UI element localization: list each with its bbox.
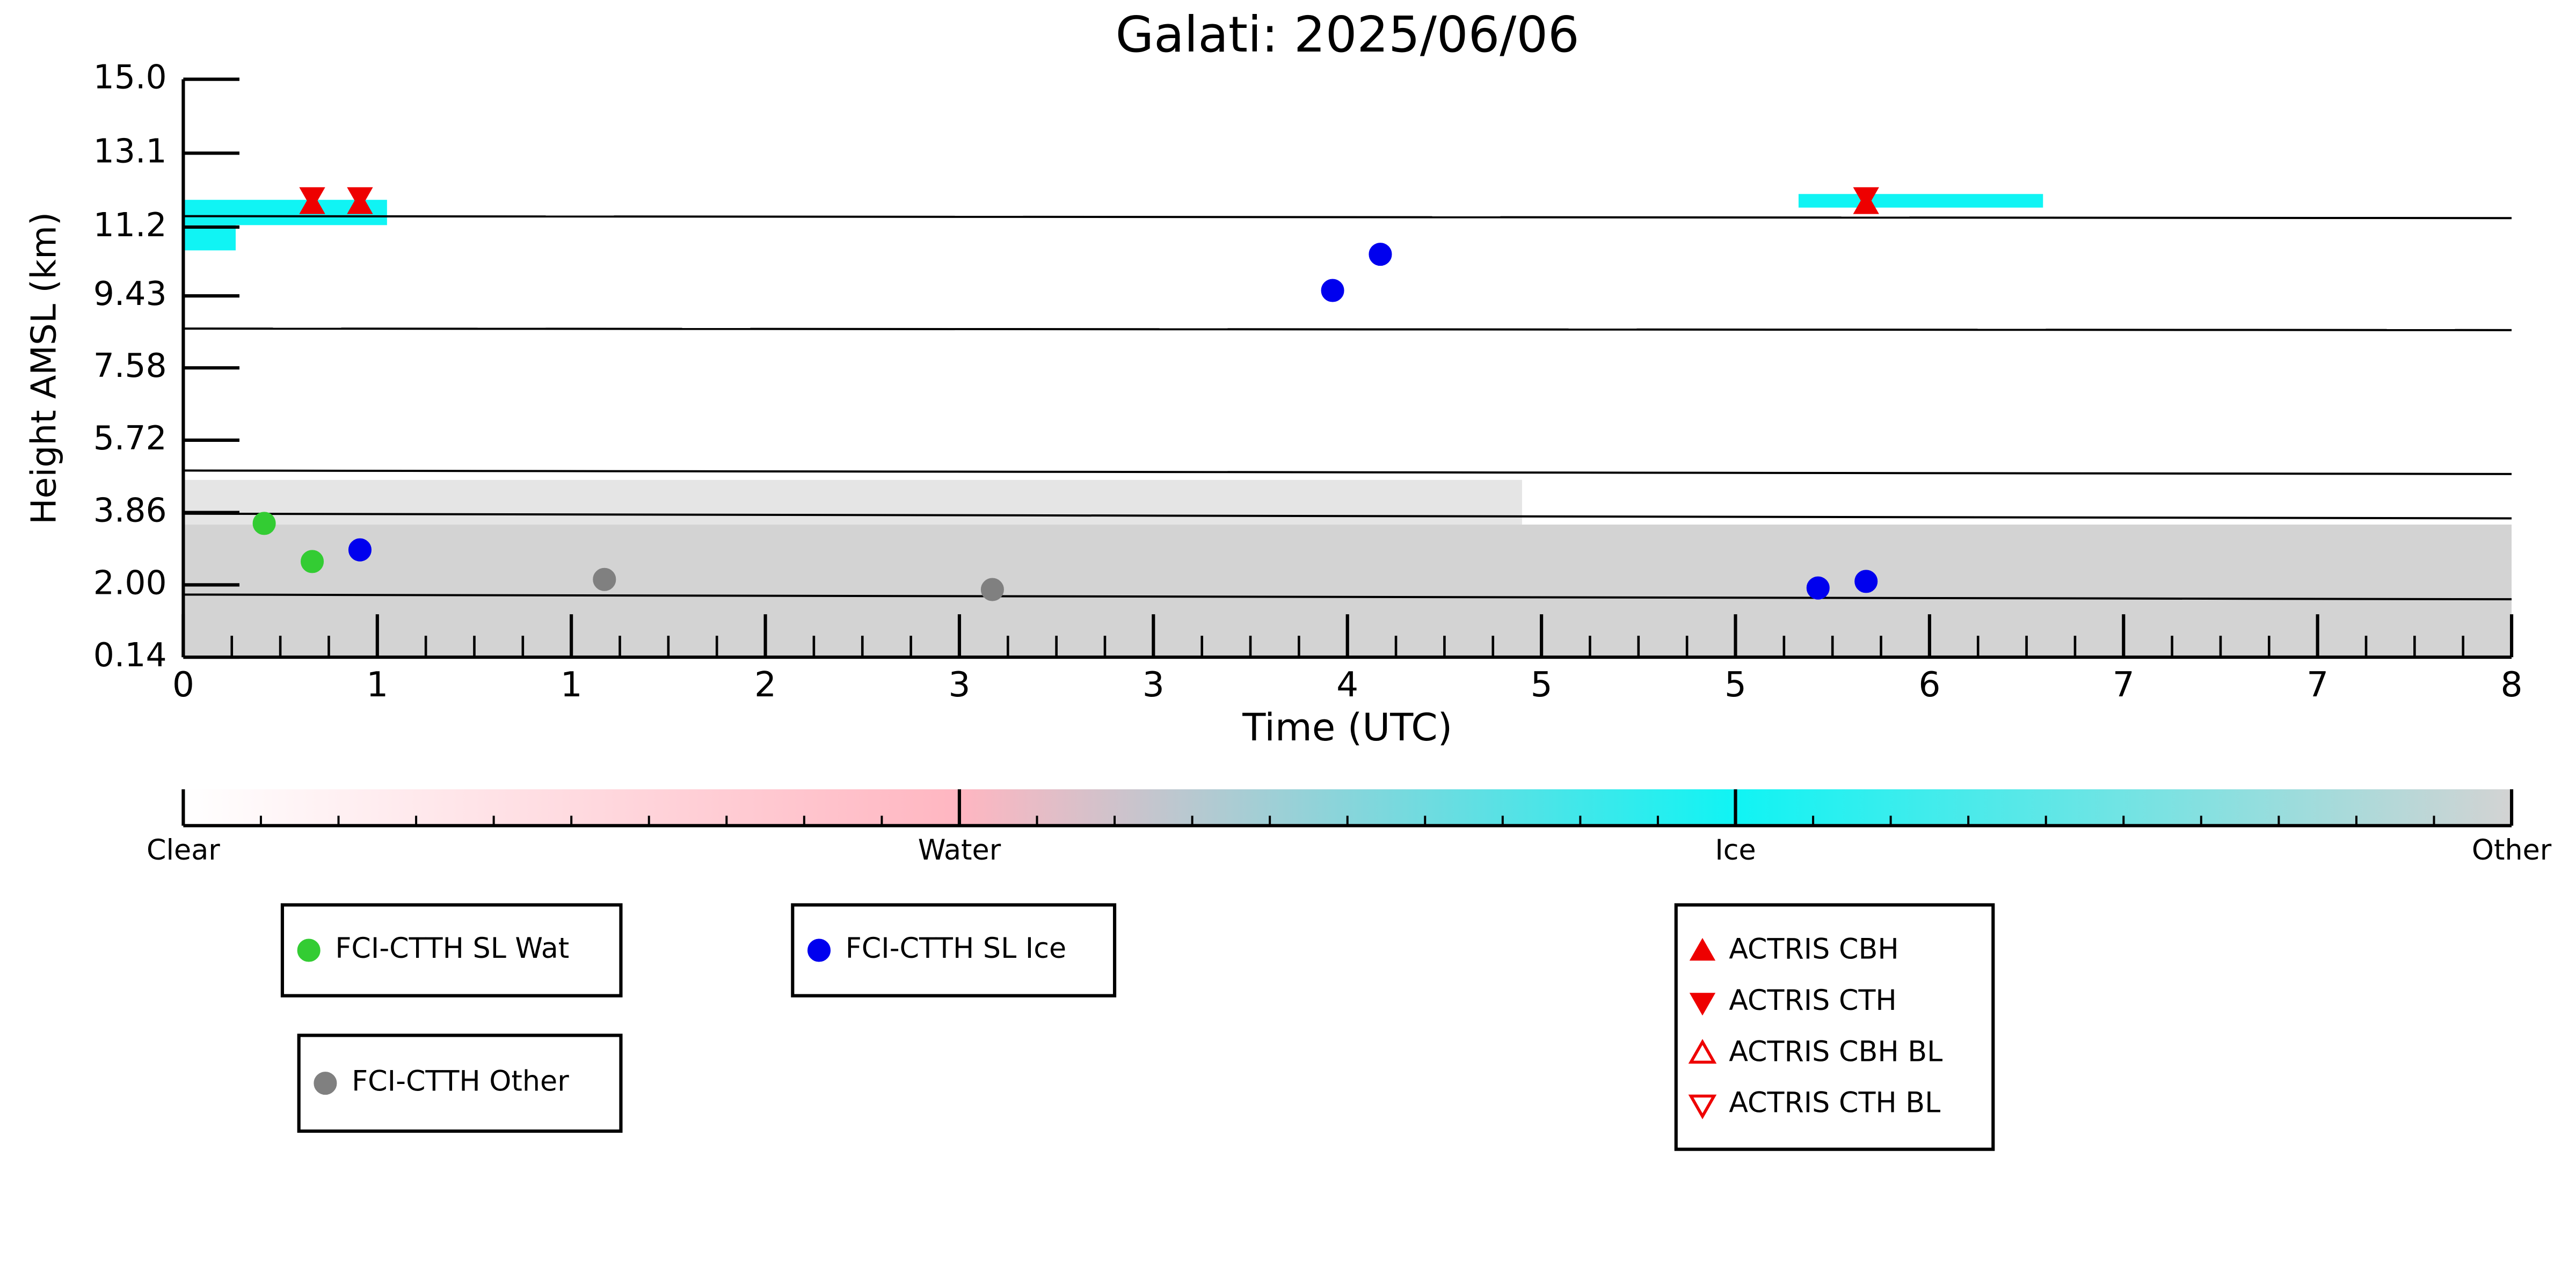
- x-tick-label: 3: [948, 665, 970, 705]
- classification-region: [183, 225, 236, 251]
- data-point: [299, 187, 325, 210]
- x-tick-label: 3: [1143, 665, 1165, 705]
- y-tick-label: 0.14: [93, 636, 167, 674]
- data-point: [348, 538, 372, 562]
- data-point: [347, 187, 373, 210]
- legend-marker: [807, 938, 831, 962]
- x-axis-label: Time (UTC): [1242, 705, 1452, 749]
- legend-marker: [314, 1072, 337, 1095]
- data-point: [1369, 243, 1392, 266]
- legend-marker: [1688, 1039, 1717, 1064]
- reference-line: [183, 327, 2512, 331]
- colorbar-label: Clear: [147, 834, 220, 867]
- legend-label: ACTRIS CTH: [1729, 984, 1897, 1017]
- x-tick-label: 1: [561, 665, 583, 705]
- legend-marker: [297, 938, 321, 962]
- data-point: [593, 567, 616, 591]
- legend-box: [297, 1034, 623, 1133]
- colorbar-label: Water: [918, 834, 1001, 867]
- reference-line: [183, 215, 2512, 220]
- legend-box: [1674, 903, 1995, 1151]
- legend-box: [280, 903, 623, 998]
- classification-region: [183, 479, 1522, 525]
- x-tick-label: 8: [2501, 665, 2523, 705]
- x-tick-label: 4: [1336, 665, 1358, 705]
- legend-label: ACTRIS CBH BL: [1729, 1035, 1942, 1068]
- legend-label: ACTRIS CTH BL: [1729, 1087, 1940, 1119]
- y-tick-label: 7.58: [93, 346, 167, 385]
- data-point: [1854, 570, 1878, 593]
- x-tick-label: 5: [1531, 665, 1553, 705]
- data-point: [252, 512, 276, 535]
- legend-marker: [1689, 993, 1716, 1016]
- reference-line: [183, 512, 2512, 520]
- colorbar-label: Ice: [1715, 834, 1756, 867]
- x-tick-label: 5: [1724, 665, 1747, 705]
- legend-label: FCI-CTTH SL Wat: [335, 932, 569, 965]
- x-tick-label: 0: [172, 665, 194, 705]
- reference-line: [183, 469, 2512, 475]
- y-axis-label: Height AMSL (km): [24, 212, 64, 525]
- data-point: [1321, 279, 1344, 302]
- colorbar-label: Other: [2472, 834, 2552, 867]
- y-tick-label: 9.43: [93, 274, 167, 313]
- legend-marker: [1689, 937, 1716, 961]
- legend-label: ACTRIS CBH: [1729, 933, 1898, 966]
- y-tick-label: 5.72: [93, 419, 167, 457]
- x-tick-label: 2: [754, 665, 776, 705]
- legend-label: FCI-CTTH Other: [352, 1065, 569, 1098]
- data-point: [1806, 576, 1830, 600]
- legend-box: [791, 903, 1117, 998]
- x-tick-label: 7: [2113, 665, 2135, 705]
- y-tick-label: 15.0: [93, 58, 167, 97]
- y-tick-label: 3.86: [93, 491, 167, 530]
- data-point: [301, 550, 324, 573]
- classification-region: [1798, 194, 2043, 208]
- chart-title: Galati: 2025/06/06: [1116, 5, 1580, 63]
- y-tick-label: 2.00: [93, 563, 167, 602]
- y-tick-label: 13.1: [93, 132, 167, 170]
- data-point: [980, 578, 1004, 601]
- data-point: [1853, 187, 1879, 210]
- y-tick-label: 11.2: [93, 206, 167, 244]
- x-tick-label: 1: [366, 665, 388, 705]
- x-tick-label: 6: [1918, 665, 1940, 705]
- reference-line: [183, 593, 2512, 601]
- x-tick-label: 7: [2306, 665, 2328, 705]
- legend-marker: [1688, 1094, 1717, 1119]
- legend-label: FCI-CTTH SL Ice: [846, 932, 1066, 965]
